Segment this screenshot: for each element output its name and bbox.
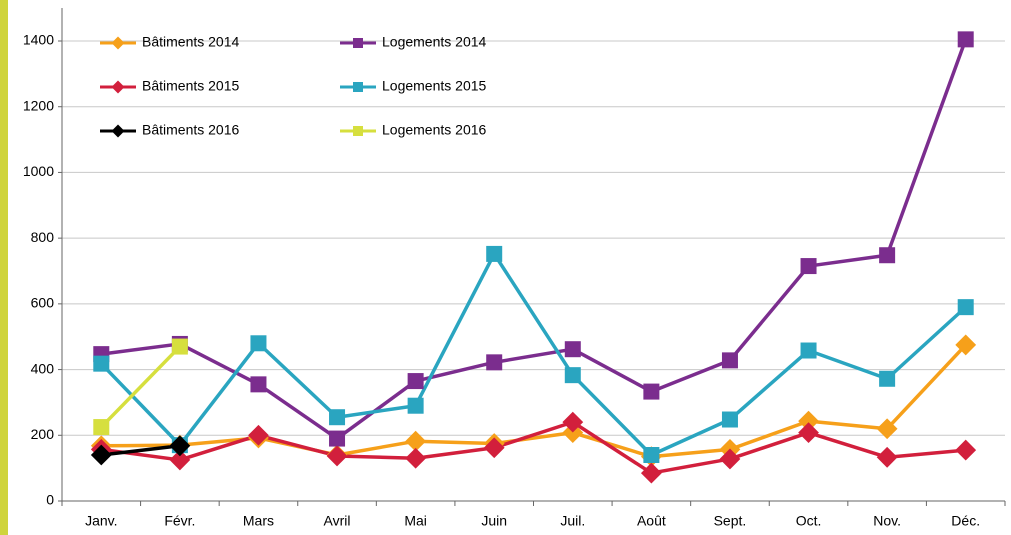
side-stripe — [0, 0, 8, 535]
marker — [719, 448, 741, 470]
x-tick-label: Déc. — [951, 513, 980, 529]
marker — [800, 342, 817, 359]
marker — [171, 338, 188, 355]
y-tick-label: 600 — [31, 295, 55, 311]
y-tick-label: 200 — [31, 426, 55, 442]
legend-label: Logements 2016 — [382, 122, 487, 138]
marker — [643, 383, 660, 400]
x-tick-label: Févr. — [164, 513, 195, 529]
legend-label: Logements 2014 — [382, 34, 487, 50]
marker — [353, 82, 363, 92]
x-tick-label: Mai — [404, 513, 427, 529]
marker — [483, 437, 505, 459]
x-tick-label: Janv. — [85, 513, 117, 529]
marker — [111, 124, 125, 138]
marker — [407, 397, 424, 414]
marker — [486, 245, 503, 262]
marker — [486, 354, 503, 371]
legend-label: Bâtiments 2014 — [142, 34, 239, 50]
marker — [93, 419, 110, 436]
marker — [564, 341, 581, 358]
marker — [562, 422, 584, 444]
x-tick-label: Mars — [243, 513, 274, 529]
marker — [111, 36, 125, 50]
series-line — [101, 444, 181, 457]
series-line — [101, 38, 968, 441]
marker — [955, 334, 977, 356]
marker — [798, 410, 819, 432]
marker — [721, 411, 738, 428]
marker — [326, 445, 348, 467]
x-tick-label: Avril — [324, 513, 351, 529]
marker — [640, 462, 662, 484]
marker — [405, 430, 427, 452]
marker — [329, 409, 346, 426]
x-tick-label: Juil. — [560, 513, 585, 529]
marker — [250, 335, 267, 352]
marker — [329, 430, 346, 447]
marker — [879, 247, 896, 264]
marker — [90, 444, 112, 466]
marker — [93, 355, 110, 372]
series-line — [100, 345, 182, 429]
marker — [798, 422, 819, 444]
marker — [876, 446, 898, 468]
legend-label: Bâtiments 2015 — [142, 78, 239, 94]
x-tick-label: Août — [637, 513, 666, 529]
marker — [353, 126, 363, 136]
marker — [248, 424, 269, 446]
y-tick-label: 1000 — [23, 163, 54, 179]
marker — [957, 31, 974, 48]
x-tick-label: Sept. — [714, 513, 747, 529]
y-tick-label: 1400 — [23, 32, 54, 48]
legend-label: Logements 2015 — [382, 78, 487, 94]
marker — [957, 299, 974, 316]
legend-label: Bâtiments 2016 — [142, 122, 239, 138]
y-tick-label: 400 — [31, 360, 55, 376]
x-tick-label: Oct. — [796, 513, 822, 529]
y-tick-label: 0 — [46, 492, 54, 508]
series-line — [101, 420, 966, 475]
marker — [876, 418, 898, 440]
marker — [111, 80, 125, 94]
marker — [250, 376, 267, 393]
y-tick-label: 800 — [31, 229, 55, 245]
y-tick-label: 1200 — [23, 97, 54, 113]
marker — [564, 367, 581, 384]
marker — [169, 435, 191, 457]
series-line — [100, 252, 967, 457]
marker — [353, 38, 363, 48]
marker — [800, 258, 817, 275]
marker — [405, 447, 427, 469]
marker — [169, 449, 191, 471]
marker — [879, 370, 896, 387]
marker — [955, 439, 977, 461]
x-tick-label: Nov. — [873, 513, 901, 529]
marker — [562, 411, 584, 433]
marker — [721, 352, 738, 369]
marker — [407, 373, 424, 390]
marker — [643, 447, 660, 463]
x-tick-label: Juin — [481, 513, 507, 529]
